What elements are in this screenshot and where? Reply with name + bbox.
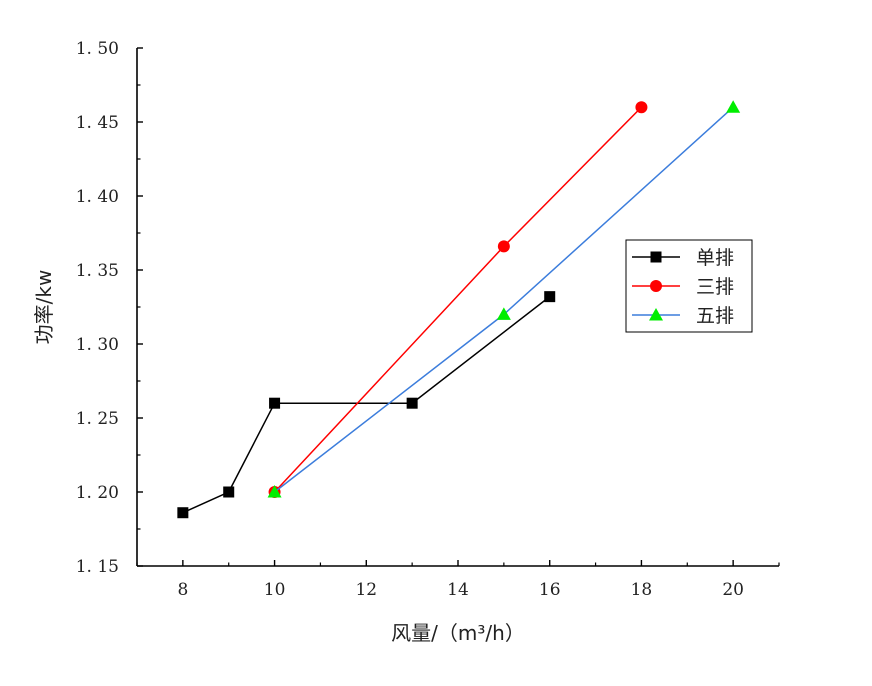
square-marker xyxy=(223,486,235,498)
square-marker xyxy=(544,291,556,303)
legend-label: 三排 xyxy=(696,276,734,298)
x-tick-label: 8 xyxy=(177,580,188,600)
x-tick-label: 12 xyxy=(355,580,377,600)
triangle-marker xyxy=(496,307,511,320)
series-三排 xyxy=(268,101,648,498)
y-tick-label: 1. 30 xyxy=(76,335,119,355)
series-layer xyxy=(177,100,741,519)
legend-item: 单排 xyxy=(632,247,734,269)
triangle-marker xyxy=(649,308,663,321)
triangle-marker xyxy=(726,100,741,113)
y-tick-label: 1. 20 xyxy=(76,483,119,503)
circle-marker xyxy=(650,280,662,292)
x-tick-label: 10 xyxy=(264,580,286,600)
x-tick-label: 18 xyxy=(631,580,653,600)
square-marker xyxy=(406,397,418,409)
square-marker xyxy=(177,507,189,519)
square-marker xyxy=(650,251,662,263)
axes: 1. 15 1. 20 1. 25 1. 30 1. 35 1. 40 1. 45 1. 50… xyxy=(76,39,780,600)
y-tick-label: 1. 50 xyxy=(76,39,119,59)
x-axis-title: 风量/（m³/h） xyxy=(391,621,525,645)
y-tick-label: 1. 35 xyxy=(76,261,119,281)
legend-label: 单排 xyxy=(696,247,734,269)
x-tick-label: 16 xyxy=(539,580,561,600)
y-tick-label: 1. 45 xyxy=(76,113,119,133)
legend-item: 五排 xyxy=(632,305,734,327)
y-tick-label: 1. 25 xyxy=(76,409,119,429)
y-axis-title: 功率/kw xyxy=(32,270,56,345)
legend-item: 三排 xyxy=(632,276,734,298)
series-line xyxy=(182,296,551,514)
series-五排 xyxy=(267,100,741,498)
triangle-marker xyxy=(267,485,282,498)
x-tick-label: 14 xyxy=(447,580,469,600)
y-tick-label: 1. 40 xyxy=(76,187,119,207)
legend-label: 五排 xyxy=(696,305,734,327)
y-tick-label: 1. 15 xyxy=(76,557,119,577)
circle-marker xyxy=(635,101,648,114)
x-tick-label: 20 xyxy=(722,580,744,600)
square-marker xyxy=(269,397,281,409)
series-单排 xyxy=(177,291,556,519)
series-line xyxy=(274,106,642,493)
circle-marker xyxy=(497,240,510,253)
